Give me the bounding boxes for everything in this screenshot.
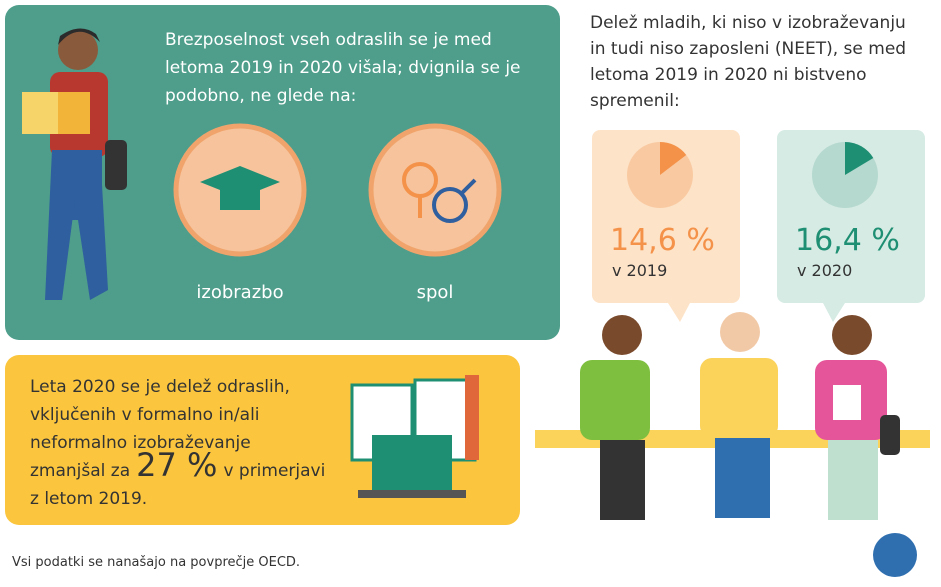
highlight-value: 27 %: [136, 446, 217, 484]
pie-slice: [845, 142, 874, 175]
education-text: vključenih v formalno in/ali: [30, 405, 260, 425]
education-line: zmanjšal za 27 % v primerjavi: [30, 446, 325, 484]
books-illustration: [350, 375, 479, 498]
value-label: 16,4 %: [795, 223, 900, 258]
year-label: v 2019: [612, 261, 667, 280]
people-illustration: [580, 312, 900, 520]
intro-text: Brezposelnost vseh odraslih se je med: [165, 30, 492, 50]
year-label: v 2020: [797, 261, 852, 280]
intro-text: podobno, ne glede na:: [165, 86, 356, 106]
neet-text: in tudi niso zaposleni (NEET), se med: [590, 39, 906, 59]
item-label: spol: [417, 282, 454, 303]
pie-slice: [660, 142, 687, 175]
neet-text: spremenil:: [590, 91, 680, 111]
person-illustration: [22, 28, 127, 300]
value-label: 14,6 %: [610, 223, 715, 258]
education-text: neformalno izobraževanje: [30, 433, 251, 453]
education-text: v primerjavi: [223, 461, 325, 481]
education-text: Leta 2020 se je delež odraslih,: [30, 377, 290, 397]
neet-text: Delež mladih, ki niso v izobraževanju: [590, 13, 906, 33]
item-label: izobrazbo: [196, 282, 283, 303]
gender-icon: [368, 123, 502, 257]
education-text: z letom 2019.: [30, 489, 147, 509]
footnote: Vsi podatki se nanašajo na povprečje OEC…: [12, 555, 300, 570]
education-text: zmanjšal za: [30, 461, 130, 481]
neet-text: letoma 2019 in 2020 ni bistveno: [590, 65, 867, 85]
intro-text: letoma 2019 in 2020 višala; dvignila se …: [165, 58, 521, 78]
oecd-logo: [873, 533, 917, 577]
